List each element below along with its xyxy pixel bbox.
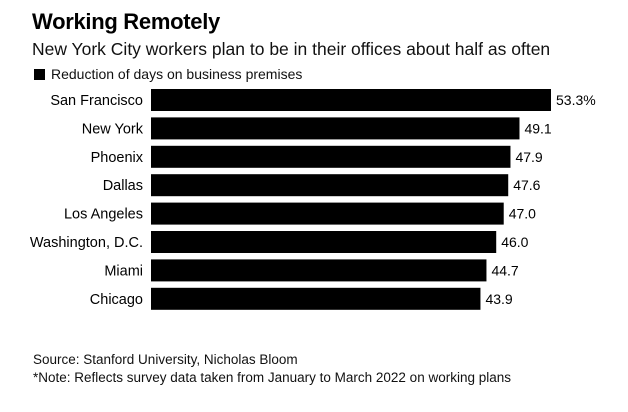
bar [151, 259, 487, 282]
category-label: Chicago [90, 292, 143, 308]
chart-title: Working Remotely [32, 9, 220, 34]
source-note: Source: Stanford University, Nicholas Bl… [33, 352, 298, 367]
value-label: 47.0 [509, 206, 536, 222]
value-label: 49.1 [524, 120, 551, 136]
category-label: Phoenix [91, 150, 144, 166]
value-label: 44.7 [491, 262, 518, 278]
value-label: 47.6 [513, 177, 540, 193]
bar [151, 202, 504, 225]
value-label: 43.9 [485, 291, 512, 307]
bar [151, 174, 509, 197]
value-label: 46.0 [501, 234, 528, 250]
footnote: *Note: Reflects survey data taken from J… [33, 370, 511, 385]
bar [151, 231, 497, 253]
legend-label: Reduction of days on business premises [51, 66, 303, 82]
bar [151, 145, 511, 168]
chart-subtitle: New York City workers plan to be in thei… [32, 39, 551, 59]
category-label: Washington, D.C. [30, 235, 143, 251]
category-label: Miami [104, 263, 143, 279]
bar [151, 117, 520, 140]
legend-swatch [34, 68, 45, 80]
category-label: San Francisco [50, 93, 143, 109]
value-label: 47.9 [515, 149, 542, 165]
bar [151, 89, 551, 111]
category-label: Dallas [103, 178, 143, 194]
legend: Reduction of days on business premises [34, 66, 302, 82]
bar [151, 287, 481, 310]
category-label: New York [82, 121, 144, 137]
category-label: Los Angeles [64, 207, 143, 223]
value-label: 53.3% [556, 92, 596, 108]
